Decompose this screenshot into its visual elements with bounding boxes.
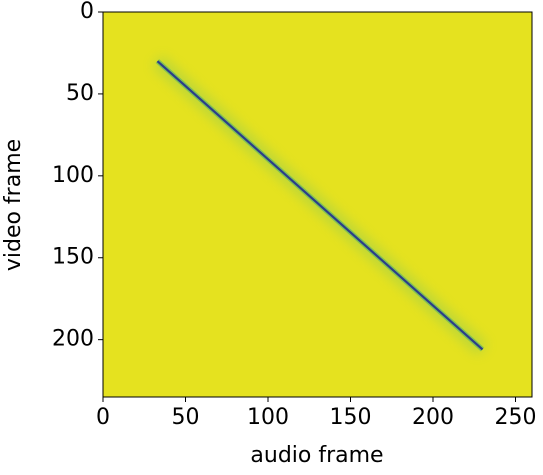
y-tick-label: 100	[52, 163, 94, 188]
y-tick-label: 150	[52, 245, 94, 270]
x-tick-label: 200	[412, 405, 454, 430]
y-tick-label: 200	[52, 327, 94, 352]
y-tick-label: 50	[66, 81, 94, 106]
alignment-line	[156, 60, 484, 351]
x-tick-label: 100	[247, 405, 289, 430]
x-tick-label: 50	[172, 405, 200, 430]
y-axis-label: video frame	[1, 139, 26, 271]
plot-frame	[102, 11, 533, 398]
x-tick-label: 250	[495, 405, 537, 430]
x-tick-label: 150	[330, 405, 372, 430]
x-axis-label: audio frame	[250, 443, 383, 468]
x-tick-label: 0	[96, 405, 110, 430]
y-tick-label: 0	[80, 0, 94, 24]
